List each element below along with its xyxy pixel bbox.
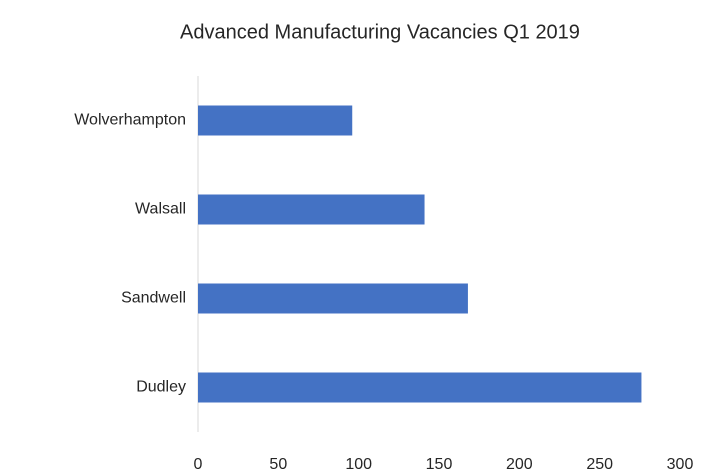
x-tick-label: 300: [667, 456, 694, 473]
y-tick-label: Dudley: [136, 379, 186, 396]
x-tick-label: 0: [194, 456, 203, 473]
bar: [198, 105, 353, 136]
x-tick-label: 150: [426, 456, 453, 473]
y-tick-label: Wolverhampton: [74, 112, 186, 129]
x-tick-label: 50: [269, 456, 287, 473]
y-tick-label: Walsall: [135, 201, 186, 218]
bar: [198, 372, 642, 403]
bar: [198, 194, 425, 225]
x-tick-label: 200: [506, 456, 533, 473]
bar: [198, 283, 468, 314]
x-tick-label: 250: [586, 456, 613, 473]
chart-title: Advanced Manufacturing Vacancies Q1 2019: [180, 21, 580, 43]
x-tick-label: 100: [345, 456, 372, 473]
y-tick-label: Sandwell: [121, 290, 186, 307]
